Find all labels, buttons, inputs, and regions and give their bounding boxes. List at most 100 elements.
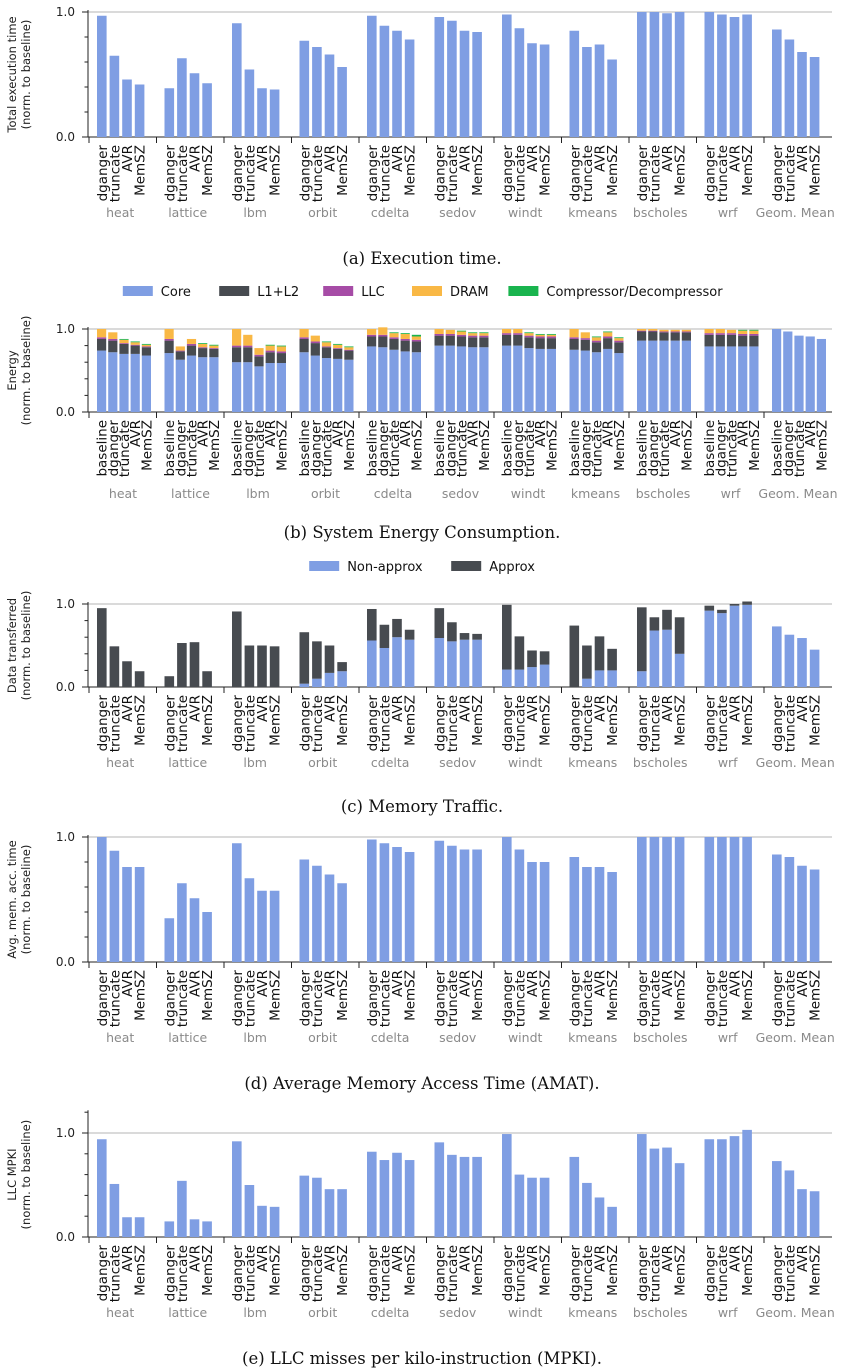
x-tick-label: MemSZ bbox=[200, 695, 216, 746]
y-axis-label: LLC MPKI (norm. to baseline) bbox=[5, 1120, 33, 1230]
x-tick-label: dganger bbox=[770, 695, 786, 752]
x-tick-label: MemSZ bbox=[808, 1245, 824, 1296]
bar-segment-dram bbox=[198, 343, 208, 348]
bar-segment-core bbox=[738, 346, 748, 412]
legend-swatch bbox=[219, 286, 250, 296]
bar bbox=[772, 854, 782, 962]
bar-segment-core bbox=[513, 345, 523, 412]
bar bbox=[109, 55, 120, 137]
x-tick-label: baseline bbox=[770, 420, 786, 477]
x-tick-label: dganger bbox=[500, 970, 516, 1027]
bar-segment-core bbox=[378, 347, 388, 412]
x-tick-label: MemSZ bbox=[538, 145, 554, 196]
bar-segment-llc bbox=[434, 333, 444, 336]
bar bbox=[447, 20, 457, 137]
bar-segment-l1-l2 bbox=[209, 348, 219, 358]
x-tick-label: truncate bbox=[117, 420, 133, 477]
y-tick-label: 0.0 bbox=[56, 405, 75, 419]
x-tick-label: MemSZ bbox=[139, 420, 155, 471]
group-label: lbm bbox=[246, 486, 270, 501]
x-tick-label: truncate bbox=[242, 695, 258, 752]
bar bbox=[434, 840, 445, 962]
x-tick-label: AVR bbox=[728, 1245, 744, 1272]
bar-segment-non-approx bbox=[784, 634, 795, 687]
bar bbox=[324, 874, 335, 962]
x-tick-label: MemSZ bbox=[268, 970, 284, 1021]
x-tick-label: truncate bbox=[647, 695, 663, 752]
bar-segment-compressor-decompressor bbox=[524, 332, 534, 334]
group-label: heat bbox=[106, 205, 134, 220]
bar-segment-llc bbox=[670, 331, 680, 333]
x-tick-label: AVR bbox=[255, 145, 271, 172]
x-tick-label: truncate bbox=[715, 1245, 731, 1302]
bar-segment-l1-l2 bbox=[411, 341, 421, 353]
bar-segment-compressor-decompressor bbox=[198, 343, 208, 344]
bar bbox=[607, 872, 617, 962]
bar-segment-dram bbox=[186, 338, 197, 344]
bar-segment-non-approx bbox=[704, 610, 715, 687]
bar-segment-approx bbox=[177, 643, 187, 687]
bar-segment-core bbox=[805, 336, 815, 412]
bar bbox=[472, 1156, 482, 1237]
bar bbox=[569, 30, 580, 137]
bar-segment-compressor-decompressor bbox=[321, 341, 332, 343]
x-tick-label: dganger bbox=[646, 420, 662, 477]
x-tick-label: truncate bbox=[647, 145, 663, 202]
bar bbox=[337, 1189, 347, 1237]
x-tick-label: dganger bbox=[567, 1245, 583, 1302]
bar-segment-approx bbox=[717, 609, 727, 614]
x-tick-label: truncate bbox=[310, 1245, 326, 1302]
x-tick-label: AVR bbox=[728, 695, 744, 722]
bar-segment-approx bbox=[594, 636, 605, 671]
x-tick-label: dganger bbox=[432, 970, 448, 1027]
y-tick-label: 1.0 bbox=[56, 830, 75, 844]
group-label: Geom. Mean bbox=[756, 1305, 835, 1320]
bar-segment-llc bbox=[502, 333, 512, 335]
bar-segment-llc bbox=[310, 341, 320, 344]
bar bbox=[134, 84, 145, 137]
bar-segment-core bbox=[310, 355, 320, 412]
bar-segment-l1-l2 bbox=[502, 334, 512, 346]
bar-segment-l1-l2 bbox=[738, 335, 748, 347]
bar-segment-llc bbox=[648, 330, 658, 332]
bar-segment-approx bbox=[662, 609, 672, 630]
x-tick-label: truncate bbox=[522, 420, 538, 477]
bar-segment-l1-l2 bbox=[97, 338, 107, 351]
group-label: sedov bbox=[442, 486, 480, 501]
x-tick-label: AVR bbox=[728, 970, 744, 997]
x-tick-label: MemSZ bbox=[605, 145, 621, 196]
bar bbox=[527, 43, 537, 137]
bar-segment-approx bbox=[404, 629, 415, 640]
group-label: windt bbox=[508, 755, 543, 770]
bar-segment-core bbox=[254, 366, 264, 412]
legend-label: LLC bbox=[361, 285, 385, 300]
bar-segment-llc bbox=[119, 343, 129, 344]
bar-segment-core bbox=[97, 350, 107, 412]
bar-segment-core bbox=[434, 345, 444, 412]
x-tick-label: MemSZ bbox=[133, 970, 149, 1021]
bar bbox=[527, 1177, 537, 1237]
bar-segment-llc bbox=[456, 334, 467, 337]
x-tick-label: dganger bbox=[95, 970, 111, 1027]
x-tick-label: AVR bbox=[728, 145, 744, 172]
bar-segment-core bbox=[108, 352, 118, 412]
x-tick-label: MemSZ bbox=[673, 145, 689, 196]
bar bbox=[312, 47, 322, 137]
x-tick-label: truncate bbox=[320, 420, 336, 477]
x-tick-label: AVR bbox=[660, 695, 676, 722]
bar-segment-core bbox=[468, 347, 478, 412]
bar-segment-llc bbox=[265, 350, 275, 353]
bar bbox=[674, 837, 685, 962]
x-tick-label: baseline bbox=[500, 420, 516, 477]
x-tick-label: dganger bbox=[500, 695, 516, 752]
y-axis-label-line2: (norm. to baseline) bbox=[19, 316, 33, 426]
bar-segment-llc bbox=[546, 336, 556, 339]
x-tick-label: dganger bbox=[297, 695, 313, 752]
x-tick-label: AVR bbox=[390, 1245, 406, 1272]
x-tick-label: dganger bbox=[770, 145, 786, 202]
group-label: lattice bbox=[171, 486, 210, 501]
bar-segment-core bbox=[524, 348, 534, 412]
bar bbox=[717, 14, 727, 137]
x-tick-label: truncate bbox=[715, 970, 731, 1027]
